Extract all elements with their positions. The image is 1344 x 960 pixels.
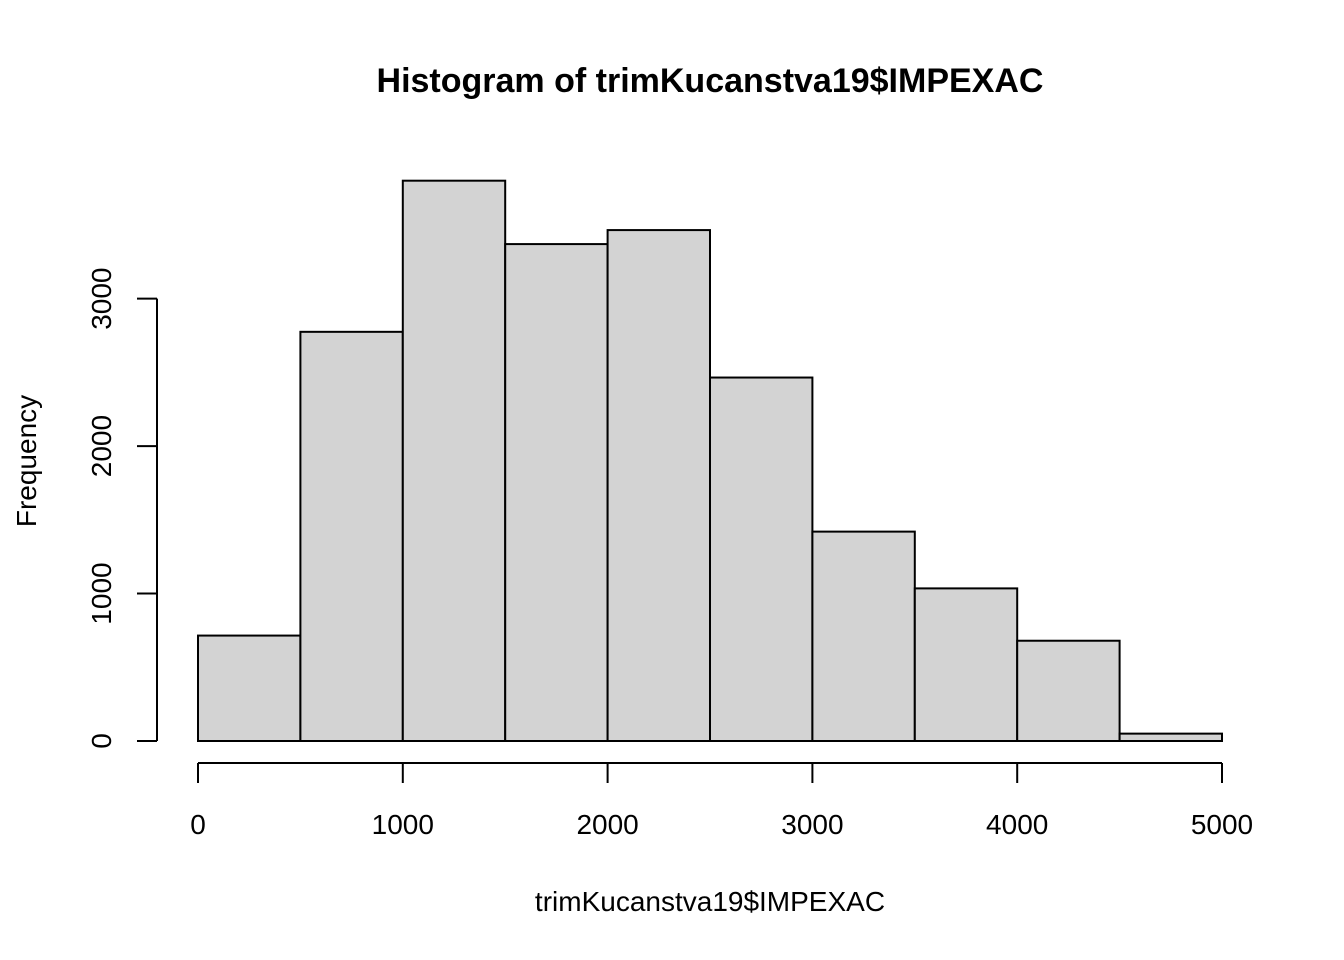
histogram-bar-2500-3000 <box>709 376 814 742</box>
x-tick-label: 0 <box>190 809 206 840</box>
histogram-bar-4000-4500 <box>1016 639 1121 743</box>
y-axis-label: Frequency <box>11 395 42 527</box>
x-tick-label: 5000 <box>1191 809 1253 840</box>
y-ticks: 0 1000 2000 3000 <box>86 268 157 749</box>
histogram-bar-3500-4000 <box>913 587 1019 742</box>
x-tick-label: 4000 <box>986 809 1048 840</box>
chart-title: Histogram of trimKucanstva19$IMPEXAC <box>377 62 1044 100</box>
histogram-bar-2000-2500 <box>606 229 711 742</box>
histogram-bar-1500-2000 <box>504 243 609 742</box>
histogram-bar-3000-3500 <box>811 530 916 742</box>
x-tick-label: 1000 <box>372 809 434 840</box>
histogram-bars <box>197 179 1223 743</box>
histogram-bar-0-500 <box>197 634 302 742</box>
histogram-bar-500-1000 <box>299 330 404 742</box>
x-axis: 0 1000 2000 3000 4000 5000 <box>190 762 1253 840</box>
y-tick-label: 2000 <box>86 415 117 477</box>
x-tick-label: 3000 <box>781 809 843 840</box>
x-axis-label: trimKucanstva19$IMPEXAC <box>535 886 885 917</box>
x-ticks: 0 1000 2000 3000 4000 5000 <box>190 763 1253 840</box>
histogram-bar-1000-1500 <box>401 179 507 742</box>
y-tick-label: 1000 <box>86 562 117 624</box>
x-tick-label: 2000 <box>576 809 638 840</box>
y-axis: 0 1000 2000 3000 <box>86 268 158 749</box>
histogram-bar-4500-5000 <box>1118 732 1223 743</box>
y-tick-label: 0 <box>86 733 117 749</box>
y-tick-label: 3000 <box>86 268 117 330</box>
